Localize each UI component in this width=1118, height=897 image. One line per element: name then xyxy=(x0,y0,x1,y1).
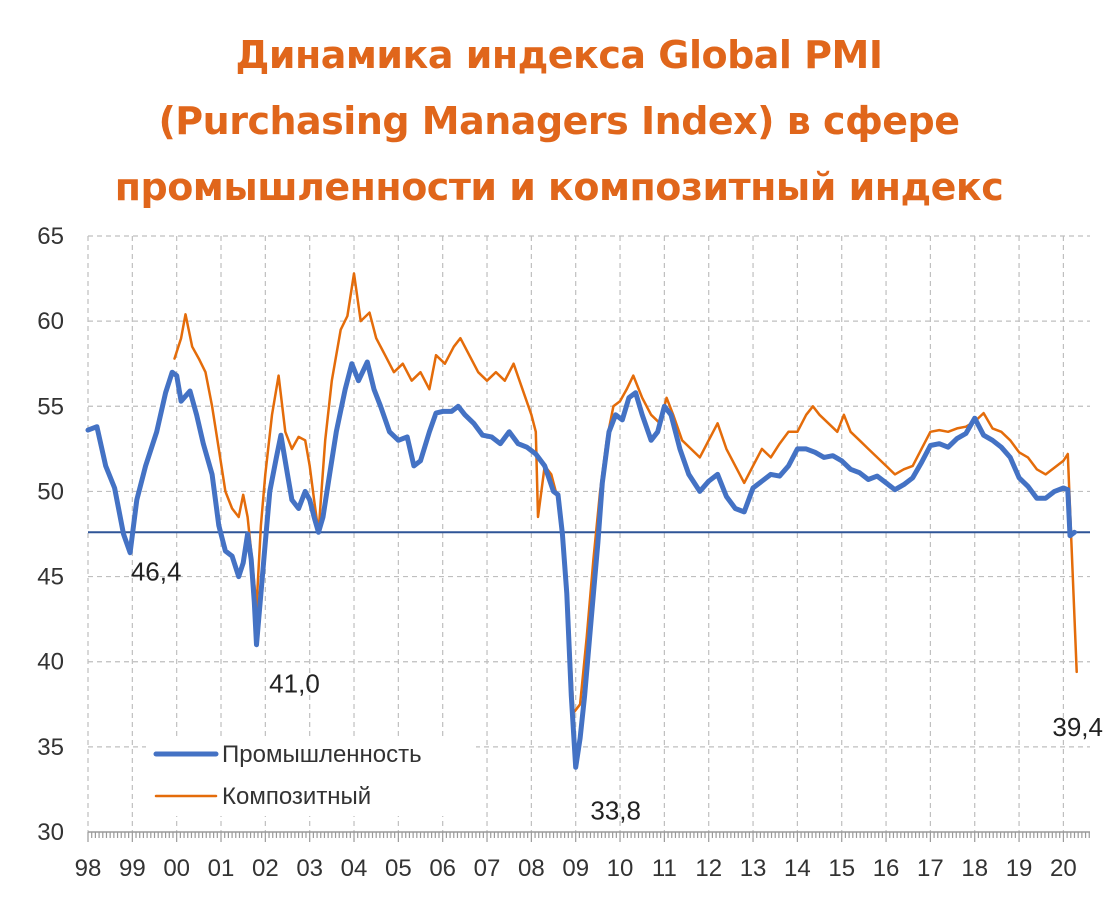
x-tick-label: 01 xyxy=(208,855,235,882)
x-axis xyxy=(87,831,1090,842)
data-label: 33,8 xyxy=(590,795,641,825)
y-tick-label: 30 xyxy=(37,819,64,846)
series-lines xyxy=(85,272,1078,770)
x-tick-label: 18 xyxy=(961,855,988,882)
y-axis-tick-labels: 30 35 40 45 50 55 60 65 xyxy=(37,223,64,846)
y-tick-label: 35 xyxy=(37,734,64,761)
series-line-industry xyxy=(85,359,1077,770)
x-tick-label: 04 xyxy=(341,855,368,882)
x-tick-label: 10 xyxy=(607,855,634,882)
data-label: 39,4 xyxy=(1052,712,1103,742)
x-tick-label: 16 xyxy=(873,855,900,882)
x-tick-label: 02 xyxy=(252,855,279,882)
x-tick-label: 13 xyxy=(740,855,767,882)
y-tick-label: 65 xyxy=(37,223,64,250)
x-tick-label: 12 xyxy=(695,855,722,882)
x-tick-label: 14 xyxy=(784,855,811,882)
legend-label-industry: Промышленность xyxy=(222,741,422,768)
y-tick-label: 40 xyxy=(37,649,64,676)
y-tick-label: 60 xyxy=(37,308,64,335)
x-tick-label: 05 xyxy=(385,855,412,882)
data-annotations: 46,4 41,0 33,8 39,4 xyxy=(131,557,1103,826)
data-label: 41,0 xyxy=(269,669,320,699)
x-tick-label: 17 xyxy=(917,855,944,882)
chart-title-line-3: промышленности и композитный индекс xyxy=(114,165,1004,209)
grid-lines xyxy=(87,235,1090,832)
chart-title: Динамика индекса Global PMI (Purchasing … xyxy=(0,22,1118,220)
chart-title-line-2: (Purchasing Managers Index) в сфере xyxy=(158,99,960,143)
series-line-composite xyxy=(173,272,1078,715)
legend: Промышленность Композитный xyxy=(146,738,476,816)
x-tick-label: 09 xyxy=(562,855,589,882)
x-tick-label: 08 xyxy=(518,855,545,882)
x-tick-label: 03 xyxy=(296,855,323,882)
legend-background xyxy=(146,738,476,816)
y-tick-label: 50 xyxy=(37,478,64,505)
x-tick-label: 15 xyxy=(828,855,855,882)
x-tick-label: 98 xyxy=(75,855,102,882)
y-tick-label: 45 xyxy=(37,564,64,591)
x-tick-label: 99 xyxy=(119,855,146,882)
y-tick-label: 55 xyxy=(37,393,64,420)
x-tick-label: 07 xyxy=(474,855,501,882)
x-tick-label: 06 xyxy=(429,855,456,882)
legend-label-composite: Композитный xyxy=(222,783,371,810)
data-label: 46,4 xyxy=(131,557,182,587)
x-tick-label: 19 xyxy=(1006,855,1033,882)
x-tick-label: 11 xyxy=(652,855,677,882)
x-tick-label: 20 xyxy=(1050,855,1077,882)
x-axis-tick-labels: 98 99 00 01 02 03 04 05 06 07 08 09 10 11 12 13 14 15 16 17… xyxy=(75,855,1077,882)
x-tick-label: 00 xyxy=(163,855,190,882)
chart-title-line-1: Динамика индекса Global PMI xyxy=(235,33,883,77)
